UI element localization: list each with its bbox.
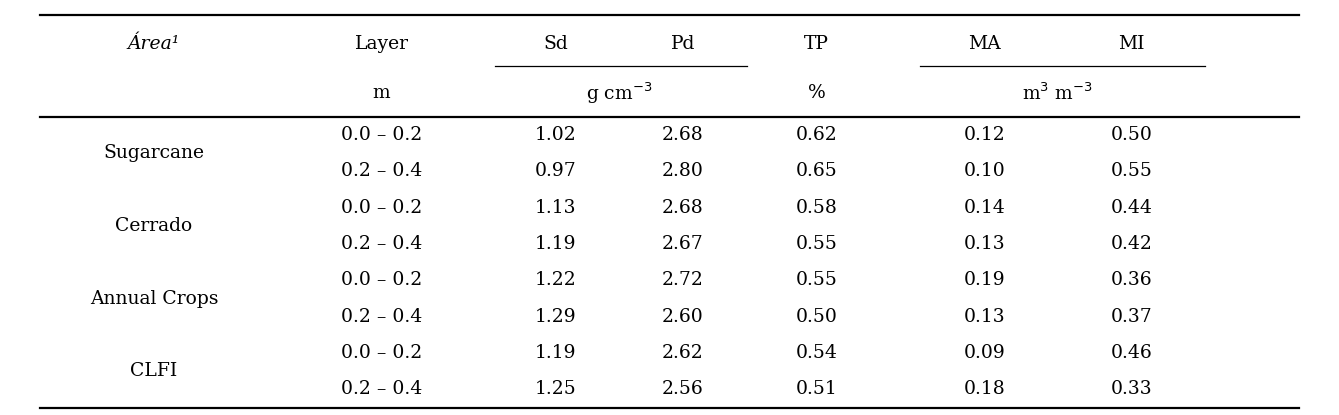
Text: 0.44: 0.44 (1110, 199, 1153, 217)
Text: 0.09: 0.09 (963, 344, 1006, 362)
Text: 0.55: 0.55 (795, 271, 838, 289)
Text: Área¹: Área¹ (127, 34, 181, 53)
Text: m$^{3}$ m$^{-3}$: m$^{3}$ m$^{-3}$ (1022, 83, 1094, 104)
Text: 0.97: 0.97 (534, 163, 577, 181)
Text: 2.56: 2.56 (661, 381, 704, 398)
Text: 0.10: 0.10 (963, 163, 1006, 181)
Text: 0.65: 0.65 (795, 163, 838, 181)
Text: TP: TP (805, 34, 829, 53)
Text: 0.2 – 0.4: 0.2 – 0.4 (341, 308, 422, 326)
Text: 0.55: 0.55 (795, 235, 838, 253)
Text: 1.29: 1.29 (534, 308, 577, 326)
Text: 0.33: 0.33 (1110, 381, 1153, 398)
Text: %: % (807, 84, 826, 103)
Text: 0.42: 0.42 (1110, 235, 1153, 253)
Text: MI: MI (1118, 34, 1145, 53)
Text: 2.60: 2.60 (661, 308, 704, 326)
Text: 2.72: 2.72 (661, 271, 704, 289)
Text: 1.25: 1.25 (534, 381, 577, 398)
Text: 0.13: 0.13 (963, 308, 1006, 326)
Text: 0.18: 0.18 (963, 381, 1006, 398)
Text: 0.2 – 0.4: 0.2 – 0.4 (341, 381, 422, 398)
Text: Sd: Sd (544, 34, 568, 53)
Text: 0.2 – 0.4: 0.2 – 0.4 (341, 163, 422, 181)
Text: 2.67: 2.67 (661, 235, 704, 253)
Text: Layer: Layer (355, 34, 408, 53)
Text: 0.50: 0.50 (1110, 126, 1153, 144)
Text: 0.36: 0.36 (1110, 271, 1153, 289)
Text: 1.19: 1.19 (536, 344, 576, 362)
Text: 0.58: 0.58 (795, 199, 838, 217)
Text: 0.0 – 0.2: 0.0 – 0.2 (341, 199, 422, 217)
Text: 2.62: 2.62 (661, 344, 704, 362)
Text: CLFI: CLFI (130, 362, 178, 380)
Text: 0.62: 0.62 (795, 126, 838, 144)
Text: Annual Crops: Annual Crops (90, 290, 218, 308)
Text: 2.68: 2.68 (661, 126, 704, 144)
Text: 1.02: 1.02 (534, 126, 577, 144)
Text: 0.2 – 0.4: 0.2 – 0.4 (341, 235, 422, 253)
Text: 0.14: 0.14 (963, 199, 1006, 217)
Text: 1.19: 1.19 (536, 235, 576, 253)
Text: 0.13: 0.13 (963, 235, 1006, 253)
Text: 1.22: 1.22 (534, 271, 577, 289)
Text: 0.55: 0.55 (1110, 163, 1153, 181)
Text: MA: MA (968, 34, 1000, 53)
Text: 0.0 – 0.2: 0.0 – 0.2 (341, 271, 422, 289)
Text: g cm$^{-3}$: g cm$^{-3}$ (586, 81, 652, 106)
Text: 0.12: 0.12 (963, 126, 1006, 144)
Text: 0.0 – 0.2: 0.0 – 0.2 (341, 126, 422, 144)
Text: Pd: Pd (671, 34, 695, 53)
Text: 0.46: 0.46 (1110, 344, 1153, 362)
Text: 0.51: 0.51 (795, 381, 838, 398)
Text: 0.50: 0.50 (795, 308, 838, 326)
Text: Cerrado: Cerrado (115, 217, 193, 235)
Text: 1.13: 1.13 (536, 199, 576, 217)
Text: 0.0 – 0.2: 0.0 – 0.2 (341, 344, 422, 362)
Text: 0.19: 0.19 (963, 271, 1006, 289)
Text: m: m (372, 84, 391, 103)
Text: 0.54: 0.54 (795, 344, 838, 362)
Text: Sugarcane: Sugarcane (103, 144, 205, 162)
Text: 0.37: 0.37 (1110, 308, 1153, 326)
Text: 2.68: 2.68 (661, 199, 704, 217)
Text: 2.80: 2.80 (661, 163, 704, 181)
